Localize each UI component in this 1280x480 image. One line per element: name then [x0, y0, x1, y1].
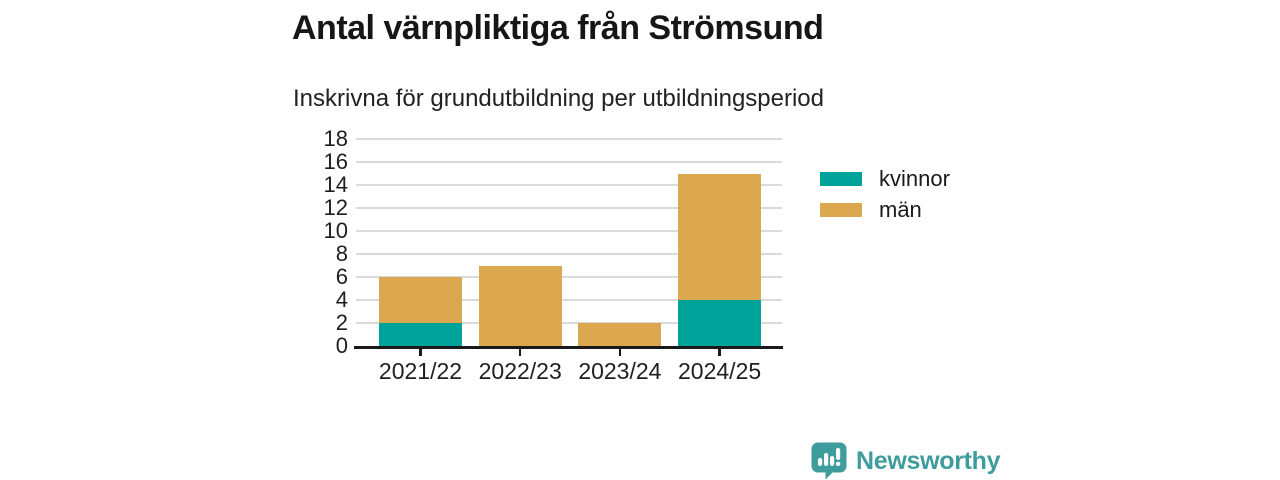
- x-axis-tick: [419, 349, 422, 356]
- legend-item-man: män: [820, 194, 950, 225]
- bar-segment-män: [479, 265, 562, 346]
- gridline: [356, 322, 782, 324]
- chart-subtitle: Inskrivna för grundutbildning per utbild…: [293, 85, 824, 112]
- x-axis-tick: [618, 349, 622, 356]
- gridline: [356, 230, 782, 232]
- x-axis-tick: [718, 349, 721, 356]
- gridline: [356, 138, 782, 140]
- legend: kvinnor män: [820, 163, 950, 225]
- legend-swatch-kvinnor: [820, 171, 862, 186]
- legend-label: kvinnor: [879, 165, 950, 191]
- bar-segment-kvinnor: [379, 323, 462, 346]
- gridline: [356, 161, 782, 163]
- gridline: [356, 299, 782, 301]
- legend-item-kvinnor: kvinnor: [820, 163, 950, 194]
- gridline: [356, 276, 782, 278]
- legend-label: män: [879, 196, 922, 222]
- newsworthy-logo-text: Newsworthy: [856, 446, 1001, 475]
- bar-2024-25: [678, 173, 761, 346]
- x-axis-label: 2024/25: [678, 358, 762, 384]
- y-axis-tick-label: 8: [335, 241, 348, 266]
- y-axis-tick-label: 14: [323, 172, 348, 197]
- bar-segment-män: [578, 323, 661, 346]
- y-axis-tick-label: 4: [335, 287, 348, 312]
- y-axis-tick-label: 12: [323, 195, 348, 220]
- y-axis-tick-label: 2: [335, 310, 348, 335]
- bar-chart-speech-bubble-icon: [811, 442, 847, 480]
- bar-segment-män: [379, 277, 462, 323]
- chart-title: Antal värnpliktiga från Strömsund: [292, 9, 824, 47]
- gridline: [356, 207, 782, 209]
- gridline: [356, 184, 782, 186]
- x-axis-label: 2021/22: [378, 358, 463, 384]
- newsworthy-branding: Newsworthy: [811, 442, 1001, 480]
- y-axis-tick-label: 6: [335, 264, 348, 289]
- y-axis-tick-label: 0: [335, 333, 348, 358]
- bar-segment-män: [678, 173, 761, 300]
- legend-swatch-man: [820, 202, 862, 217]
- y-axis-tick-label: 18: [323, 126, 348, 151]
- y-axis-tick-label: 10: [323, 218, 348, 243]
- x-axis-label: 2023/24: [578, 358, 662, 384]
- gridline: [356, 253, 782, 255]
- x-axis-tick: [518, 349, 522, 356]
- bar-2021-22: [379, 277, 462, 346]
- plot-area: [354, 138, 783, 356]
- bar-2023-24: [578, 323, 661, 346]
- x-axis-line: [354, 346, 783, 349]
- bar-segment-kvinnor: [678, 300, 761, 346]
- x-axis-label: 2022/23: [478, 358, 562, 384]
- bar-2022-23: [479, 265, 562, 346]
- y-axis-tick-label: 16: [323, 149, 348, 174]
